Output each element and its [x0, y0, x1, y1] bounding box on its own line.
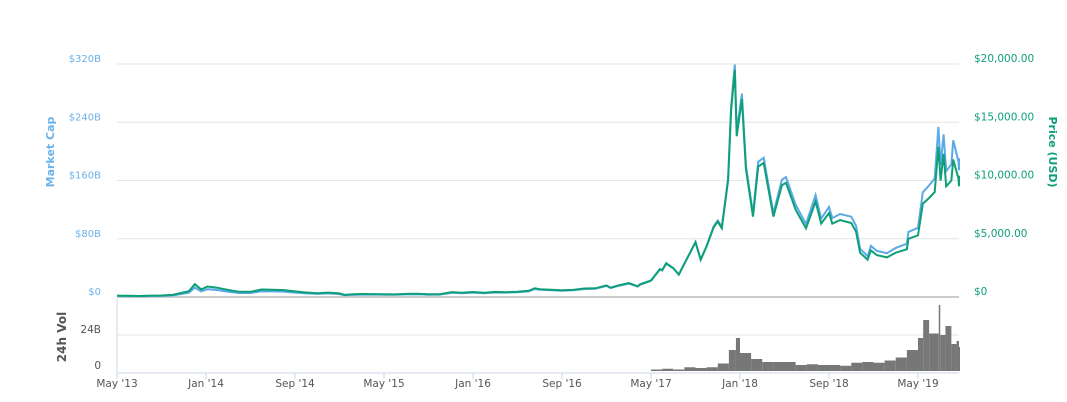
right-tick-label: $0	[974, 286, 987, 298]
volume-bars	[651, 305, 960, 371]
x-tick-label: Jan '16	[454, 378, 491, 390]
volume-bar	[873, 362, 885, 371]
volume-bar	[923, 320, 930, 371]
volume-bar	[762, 362, 774, 371]
volume-bar	[728, 350, 736, 371]
volume-bar	[938, 305, 941, 371]
volume-bar	[673, 369, 685, 371]
volume-bar	[884, 360, 896, 371]
volume-bar	[706, 367, 718, 371]
volume-bar	[695, 368, 707, 371]
volume-bar	[806, 364, 818, 371]
volume-bar	[906, 350, 918, 371]
volume-bar	[895, 357, 907, 371]
volume-tick-label: 0	[94, 360, 101, 372]
left-tick-label: $320B	[69, 54, 101, 65]
right-tick-label: $20,000.00	[974, 53, 1034, 65]
volume-tick-label: 24B	[80, 324, 101, 336]
x-tick-label: May '15	[363, 378, 404, 390]
volume-bar	[751, 359, 763, 371]
volume-axis-label: 24h Vol	[55, 312, 69, 362]
x-tick-label: Sep '16	[542, 378, 582, 390]
right-tick-label: $5,000.00	[974, 228, 1027, 240]
x-tick-label: Sep '14	[275, 378, 315, 390]
volume-bar	[829, 365, 841, 371]
volume-bar	[817, 365, 829, 371]
volume-bar	[795, 365, 807, 371]
volume-bar	[773, 362, 785, 371]
left-axis-label: Market Cap	[44, 117, 57, 188]
volume-bar	[918, 338, 924, 371]
right-tick-label: $10,000.00	[974, 170, 1034, 182]
x-tick-label: Jan '14	[187, 378, 224, 390]
right-axis-label: Price (USD)	[1046, 116, 1059, 187]
volume-bar	[717, 363, 729, 371]
volume-bar	[959, 347, 960, 371]
volume-bar	[862, 362, 874, 371]
left-tick-label: $240B	[69, 112, 101, 123]
volume-bar	[740, 353, 752, 371]
x-tick-label: Jan '18	[721, 378, 758, 390]
left-tick-label: $160B	[69, 171, 101, 182]
volume-bar	[945, 326, 952, 371]
x-tick-label: May '17	[630, 378, 671, 390]
x-tick-label: May '13	[96, 378, 137, 390]
x-tick-label: Sep '18	[809, 378, 848, 390]
volume-bar	[940, 335, 946, 371]
volume-bar	[840, 365, 852, 371]
volume-bar	[684, 367, 696, 371]
volume-bar	[735, 338, 740, 371]
volume-bar	[651, 369, 663, 371]
grid	[116, 63, 959, 379]
volume-bar	[851, 362, 863, 371]
volume-bar	[784, 362, 796, 371]
volume-bar	[951, 344, 957, 371]
volume-bar	[956, 341, 959, 371]
volume-bar	[662, 368, 674, 371]
left-tick-label: $0	[88, 287, 101, 298]
left-tick-label: $80B	[75, 229, 101, 240]
x-tick-label: May '19	[897, 378, 938, 390]
price-line	[116, 69, 960, 298]
volume-bar	[929, 333, 939, 371]
right-tick-label: $15,000.00	[974, 111, 1034, 123]
